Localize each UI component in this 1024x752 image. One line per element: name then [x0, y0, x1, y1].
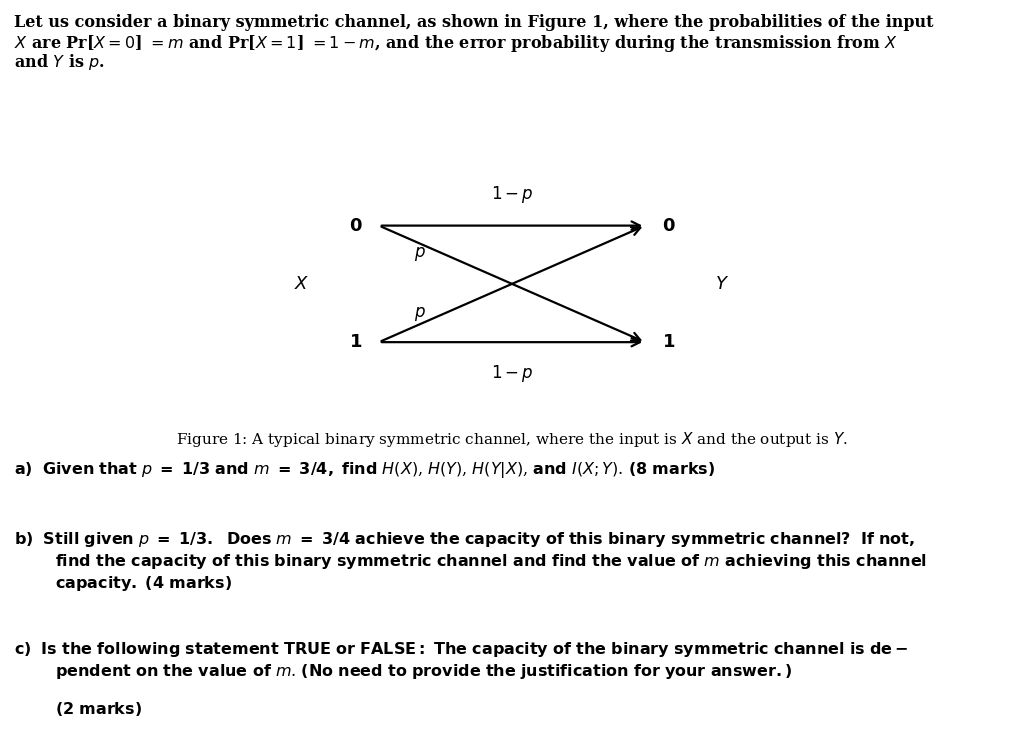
Text: $X$: $X$: [294, 275, 310, 293]
Text: $1-p$: $1-p$: [490, 183, 534, 205]
Text: $\mathbf{pendent\ on\ the\ value\ of}$ $\mathit{m}$. $\mathbf{(No\ need\ to\ pro: $\mathbf{pendent\ on\ the\ value\ of}$ $…: [55, 662, 793, 681]
Text: $\mathbf{find\ the\ capacity\ of\ this\ binary\ symmetric\ channel\ and\ find\ t: $\mathbf{find\ the\ capacity\ of\ this\ …: [55, 552, 927, 571]
Text: and $Y$ is $p$.: and $Y$ is $p$.: [14, 52, 105, 72]
Text: $Y$: $Y$: [715, 275, 729, 293]
Text: $\mathbf{0}$: $\mathbf{0}$: [662, 217, 675, 235]
Text: $\mathbf{a)}$  $\mathbf{Given\ that}$ $\mathit{p}$ $\mathbf{=\ 1/3\ and}$ $\math: $\mathbf{a)}$ $\mathbf{Given\ that}$ $\m…: [14, 460, 715, 480]
Text: $\mathbf{1}$: $\mathbf{1}$: [662, 333, 675, 351]
Text: Figure 1: A typical binary symmetric channel, where the input is $X$ and the out: Figure 1: A typical binary symmetric cha…: [176, 430, 848, 449]
Text: $\mathbf{1}$: $\mathbf{1}$: [349, 333, 362, 351]
Text: $X$ are Pr[$X=0$] $= m$ and Pr[$X=1$] $= 1-m$, and the error probability during : $X$ are Pr[$X=0$] $= m$ and Pr[$X=1$] $=…: [14, 33, 898, 54]
Text: $1-p$: $1-p$: [490, 363, 534, 384]
Text: $\mathbf{(2\ marks)}$: $\mathbf{(2\ marks)}$: [55, 700, 142, 718]
Text: Let us consider a binary symmetric channel, as shown in Figure 1, where the prob: Let us consider a binary symmetric chann…: [14, 14, 934, 31]
Text: $\mathbf{0}$: $\mathbf{0}$: [349, 217, 362, 235]
Text: $p$: $p$: [414, 245, 426, 263]
Text: $p$: $p$: [414, 305, 426, 323]
Text: $\mathbf{c)}$  $\mathbf{Is\ the\ following\ statement\ TRUE\ or\ FALSE:\ The\ ca: $\mathbf{c)}$ $\mathbf{Is\ the\ followin…: [14, 640, 908, 659]
Text: $\mathbf{b)}$  $\mathbf{Still\ given}$ $\mathit{p}$ $\mathbf{=\ 1/3.\ \ Does}$ $: $\mathbf{b)}$ $\mathbf{Still\ given}$ $\…: [14, 530, 915, 549]
Text: $\mathbf{capacity.\ (4\ marks)}$: $\mathbf{capacity.\ (4\ marks)}$: [55, 574, 232, 593]
